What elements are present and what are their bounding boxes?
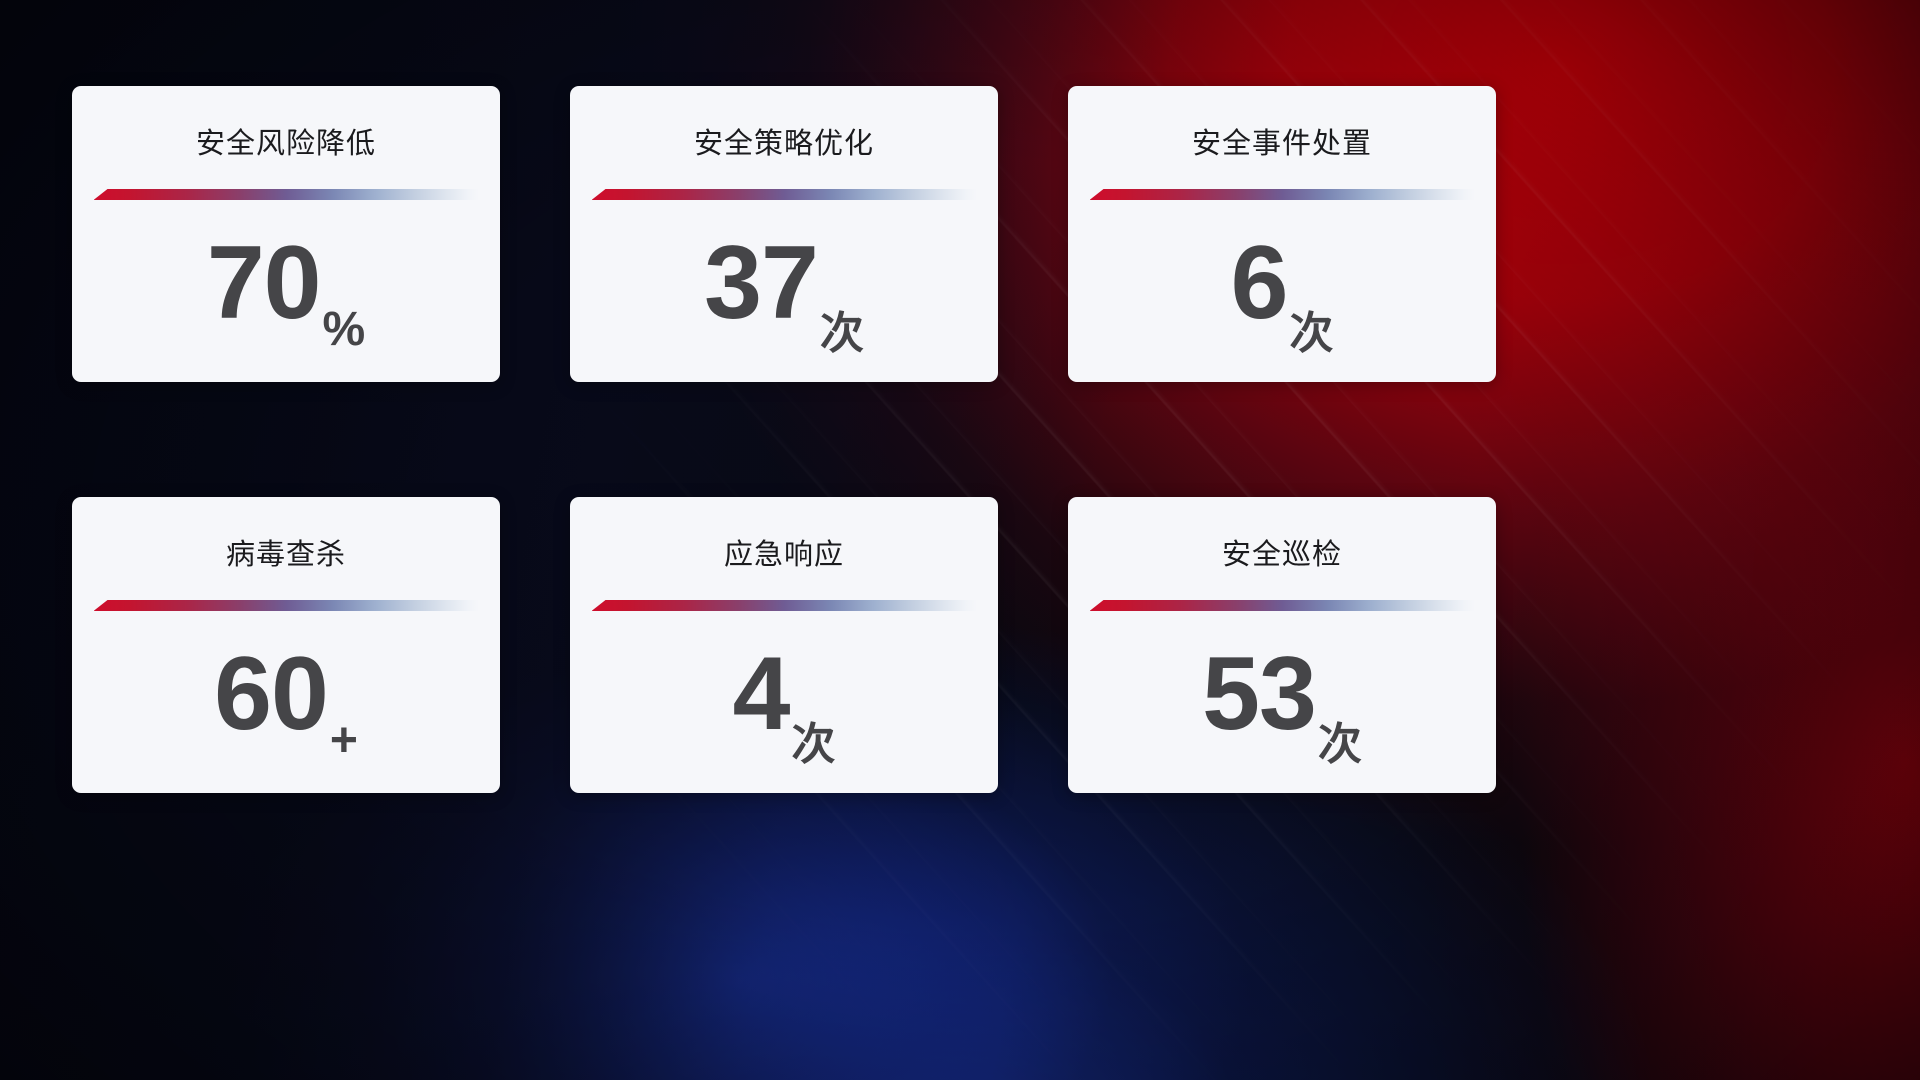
stat-card[interactable]: 应急响应 4 次	[570, 497, 998, 793]
stat-card-title: 安全策略优化	[693, 128, 874, 160]
stat-value: 37	[704, 225, 819, 342]
stat-value-row: 4 次	[570, 611, 998, 793]
stat-card-grid: 安全风险降低 70 % 安全策略优化 37 次 安全事件处置 6 次 病毒查	[72, 86, 1496, 793]
stat-card-title: 病毒查杀	[225, 539, 346, 571]
stat-value-suffix: 次	[791, 720, 836, 769]
stat-card[interactable]: 安全策略优化 37 次	[570, 86, 998, 382]
stat-value-row: 6 次	[1068, 200, 1496, 382]
stat-card-title: 应急响应	[723, 539, 844, 571]
stat-card[interactable]: 安全事件处置 6 次	[1068, 86, 1496, 382]
stat-value-row: 53 次	[1068, 611, 1496, 793]
stat-card[interactable]: 安全巡检 53 次	[1068, 497, 1496, 793]
accent-bar	[591, 189, 977, 200]
stat-value-suffix: 次	[1317, 720, 1362, 769]
stat-value-row: 70 %	[72, 200, 500, 382]
stat-value: 4	[732, 636, 791, 753]
accent-bar	[1089, 189, 1475, 200]
accent-bar	[93, 189, 479, 200]
stat-card-title: 安全巡检	[1221, 539, 1342, 571]
stat-value: 53	[1202, 636, 1317, 753]
stat-card-title: 安全事件处置	[1191, 128, 1372, 160]
stat-value-row: 37 次	[570, 200, 998, 382]
stat-value: 60	[214, 636, 329, 753]
stat-card-title: 安全风险降低	[195, 128, 376, 160]
stat-value: 6	[1230, 225, 1289, 342]
accent-bar	[93, 600, 479, 611]
stat-value-suffix: 次	[819, 309, 864, 358]
stat-card[interactable]: 病毒查杀 60 +	[72, 497, 500, 793]
stat-card[interactable]: 安全风险降低 70 %	[72, 86, 500, 382]
stat-value-suffix: 次	[1289, 309, 1334, 358]
accent-bar	[1089, 600, 1475, 611]
accent-bar	[591, 600, 977, 611]
stat-value-row: 60 +	[72, 611, 500, 793]
stat-value-suffix: +	[329, 714, 358, 767]
stat-value: 70	[206, 225, 322, 342]
stat-value-suffix: %	[322, 303, 366, 356]
